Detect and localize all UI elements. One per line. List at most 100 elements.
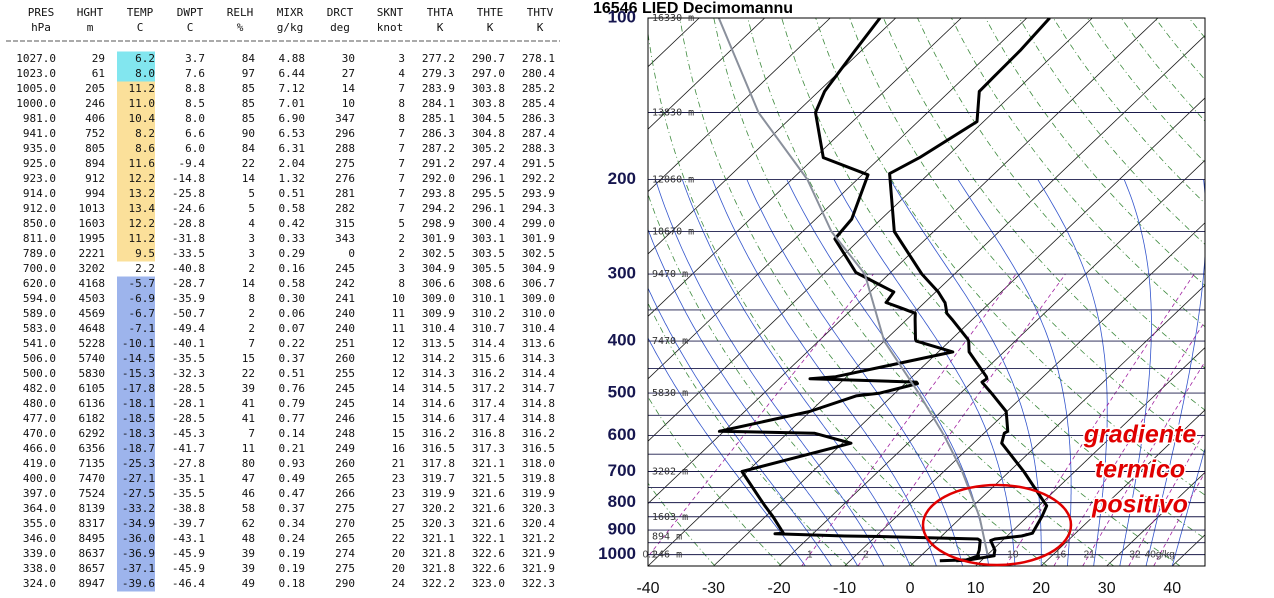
- isotherm: [648, 18, 962, 317]
- table-cell: -35.1: [172, 472, 205, 485]
- table-cell: 320.3: [522, 502, 555, 515]
- table-cell: 2.04: [279, 157, 306, 170]
- table-cell: 313.5: [422, 337, 455, 350]
- table-cell: 323.0: [472, 577, 505, 590]
- table-cell: -45.9: [172, 562, 205, 575]
- table-cell: 278.1: [522, 52, 555, 65]
- mixing-ratio-label: 10: [1007, 549, 1019, 560]
- table-cell: 912.0: [23, 202, 56, 215]
- table-cell: 0.58: [279, 277, 306, 290]
- table-cell: 482.0: [23, 382, 56, 395]
- table-cell: 5: [398, 217, 405, 230]
- table-cell: 14: [392, 382, 406, 395]
- table-cell: -39.6: [122, 577, 155, 590]
- mixing-ratio-label: 32: [1129, 549, 1141, 560]
- table-cell: 994: [85, 187, 105, 200]
- table-cell: 935.0: [23, 142, 56, 155]
- table-cell: 1005.0: [16, 82, 56, 95]
- table-cell: 300.4: [472, 217, 505, 230]
- table-cell: 343: [335, 232, 355, 245]
- table-cell: 589.0: [23, 307, 56, 320]
- table-cell: 320.2: [422, 502, 455, 515]
- table-cell: 309.9: [422, 307, 455, 320]
- isotherm: [648, 18, 1028, 380]
- table-cell: 3: [398, 262, 405, 275]
- table-cell: 752: [85, 127, 105, 140]
- table-cell: -35.9: [172, 292, 205, 305]
- table-cell: 12: [392, 352, 405, 365]
- table-cell: 0.47: [279, 487, 306, 500]
- table-cell: 364.0: [23, 502, 56, 515]
- table-cell: -10.1: [122, 337, 155, 350]
- height-label: 894 m: [652, 531, 682, 542]
- table-cell: 912: [85, 172, 105, 185]
- table-cell: 246: [85, 97, 105, 110]
- table-cell: 314.3: [422, 367, 455, 380]
- table-cell: 6.44: [279, 67, 306, 80]
- isotherm: [648, 18, 831, 193]
- table-cell: 248: [335, 427, 355, 440]
- column-unit: knot: [377, 21, 404, 34]
- table-cell: -28.1: [172, 397, 205, 410]
- mixing-ratio-label: 16: [1055, 549, 1067, 560]
- table-cell: 0.18: [279, 577, 306, 590]
- table-cell: 477.0: [23, 412, 56, 425]
- table-cell: 8: [398, 277, 405, 290]
- temp-highlight: [117, 561, 155, 577]
- table-cell: 6.53: [279, 127, 306, 140]
- temp-highlight: [117, 471, 155, 487]
- table-cell: 97: [242, 67, 255, 80]
- table-cell: 303.8: [472, 82, 505, 95]
- table-cell: 789.0: [23, 247, 56, 260]
- y-tick-label: 800: [608, 492, 636, 511]
- table-cell: 310.7: [472, 322, 505, 335]
- table-cell: 283.9: [422, 82, 455, 95]
- table-cell: 0.51: [279, 367, 306, 380]
- table-cell: 84: [242, 142, 256, 155]
- table-cell: -28.5: [172, 382, 205, 395]
- temp-highlight: [117, 531, 155, 547]
- table-cell: 322.6: [472, 547, 505, 560]
- height-label: 12060 m: [652, 175, 694, 186]
- table-cell: 285.1: [422, 112, 455, 125]
- table-cell: 1.32: [279, 172, 306, 185]
- table-cell: 5: [248, 187, 255, 200]
- table-cell: 0.30: [279, 292, 306, 305]
- table-cell: 291.2: [422, 157, 455, 170]
- table-cell: 2: [248, 307, 255, 320]
- temp-highlight: [117, 126, 155, 142]
- table-cell: 8.6: [135, 142, 155, 155]
- table-cell: 314.2: [422, 352, 455, 365]
- table-cell: 811.0: [23, 232, 56, 245]
- table-cell: -24.6: [172, 202, 205, 215]
- table-cell: 240: [335, 322, 355, 335]
- table-cell: 347: [335, 112, 355, 125]
- table-cell: 11.2: [129, 82, 156, 95]
- temp-highlight: [117, 111, 155, 127]
- column-header: PRES: [28, 6, 55, 19]
- table-cell: 317.2: [472, 382, 505, 395]
- table-cell: 346.0: [23, 532, 56, 545]
- annotation: termico: [1095, 456, 1185, 484]
- table-cell: -46.4: [172, 577, 205, 590]
- table-cell: 284.1: [422, 97, 455, 110]
- isotherm: [648, 18, 897, 255]
- isotherm: [648, 18, 1093, 442]
- temp-highlight: [117, 216, 155, 232]
- x-tick-label: -30: [702, 580, 725, 597]
- table-cell: -38.8: [172, 502, 205, 515]
- isotherm: [648, 18, 765, 130]
- table-cell: 266: [335, 487, 355, 500]
- table-cell: 316.8: [472, 427, 505, 440]
- table-cell: 313.6: [522, 337, 555, 350]
- dry-adiabat: [648, 193, 915, 566]
- table-cell: 6182: [79, 412, 106, 425]
- table-cell: 4503: [79, 292, 106, 305]
- table-cell: -37.1: [122, 562, 155, 575]
- table-cell: 304.9: [422, 262, 455, 275]
- table-cell: 41: [242, 412, 255, 425]
- table-cell: 321.5: [472, 472, 505, 485]
- table-cell: 0.93: [279, 457, 306, 470]
- table-cell: 6.0: [185, 142, 205, 155]
